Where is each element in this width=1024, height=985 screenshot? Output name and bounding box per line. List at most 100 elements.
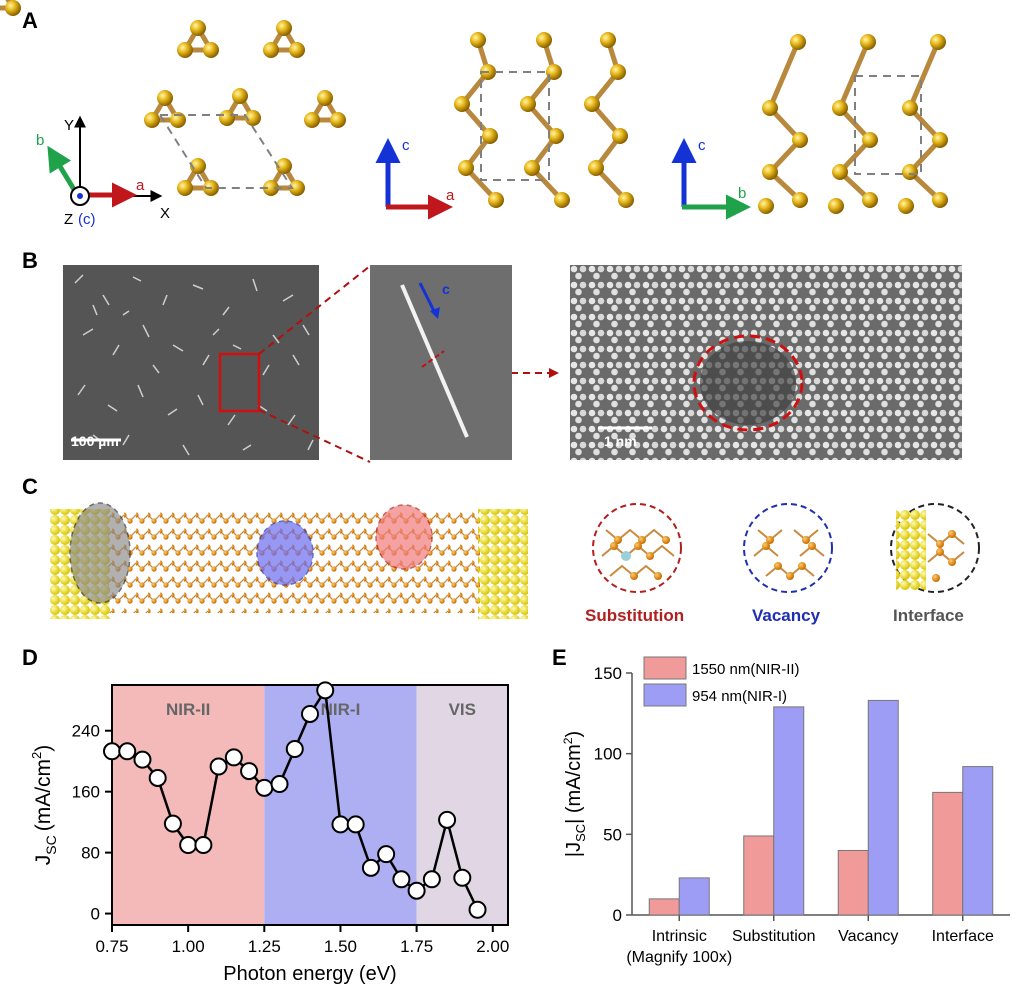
y-axis-title-sub: SC — [573, 824, 588, 842]
y-tick-label: 0 — [91, 905, 100, 924]
defect-close-ups — [592, 503, 980, 593]
data-point — [346, 815, 365, 834]
axis-c3-label: c — [698, 137, 706, 154]
y-axis-title-sub: SC — [43, 835, 59, 854]
photocurrent-spectrum-chart: NIR-II NIR-I VIS 0.75 1.00 1.25 1.50 1.75 2.00 0 8… — [29, 681, 509, 985]
interface-closeup — [890, 503, 980, 593]
data-point — [285, 740, 304, 758]
y-axis-title-main: |J — [563, 842, 585, 857]
legend-swatch — [643, 683, 687, 707]
region-band — [264, 685, 417, 925]
y-axis-title-unit: (mA/cm — [32, 759, 55, 831]
atom-chains-bc — [758, 34, 948, 214]
axis-c-label: (c) — [78, 211, 96, 228]
data-point — [240, 762, 259, 781]
data-point — [438, 810, 457, 829]
y-axis-title-close: ) — [563, 731, 585, 738]
panel-label-e: E — [552, 645, 567, 670]
legend-note: (NIR-II) — [750, 661, 799, 678]
y-axis-title-sup: 2 — [29, 752, 44, 759]
scale-bar-1nm: 1 nm — [604, 433, 637, 449]
axis-b3-label: b — [738, 185, 746, 202]
substitution-label: Substitution — [585, 606, 685, 625]
x-tick-note: (Magnify 100x) — [626, 949, 732, 966]
y-tick-label: 150 — [594, 664, 622, 683]
legend-label: 954 nm(NIR-I) — [692, 688, 787, 705]
y-tick-label: 50 — [603, 825, 622, 844]
data-point — [133, 750, 152, 769]
axis-z-label: Z — [64, 211, 73, 228]
zoom-connectors — [258, 265, 559, 463]
y-tick-label: 100 — [594, 745, 622, 764]
x-tick-label: 1.75 — [400, 937, 433, 956]
panel-label-a: A — [22, 8, 38, 33]
legend-label: 1550 nm(NIR-II) — [692, 661, 800, 678]
data-point — [179, 836, 198, 854]
x-tick-label: 2.00 — [476, 937, 509, 956]
data-point — [194, 836, 213, 854]
region-label: VIS — [449, 700, 476, 719]
y-tick-label: 240 — [72, 722, 100, 741]
panel-a-crystal-structure: Y X Z (c) a b c a — [0, 0, 1024, 228]
bar — [648, 898, 680, 916]
data-point — [377, 845, 396, 864]
data-point — [103, 742, 121, 761]
bar — [743, 835, 775, 916]
data-point — [422, 870, 441, 889]
x-tick-label: Substitution — [732, 928, 816, 945]
vacancy-closeup — [743, 503, 833, 593]
x-tick-label: Interface — [932, 928, 994, 945]
panel-label-b: B — [22, 248, 38, 273]
legend-name: 1550 nm — [692, 661, 750, 678]
x-tick-label: 0.75 — [95, 937, 128, 956]
legend-note: (NIR-I) — [742, 688, 787, 705]
data-point — [331, 815, 350, 834]
data-point — [468, 900, 487, 919]
data-point — [148, 768, 167, 787]
axis-a2-label: a — [446, 187, 455, 204]
axes-xyz: Y X Z (c) a b — [36, 115, 170, 228]
bar — [773, 706, 805, 916]
region-label: NIR-I — [321, 700, 361, 719]
tem-atomic-image: 1 nm — [570, 265, 962, 460]
y-axis-title-close: ) — [32, 745, 55, 752]
region-band — [416, 685, 508, 925]
y-tick-label: 160 — [72, 783, 100, 802]
bar — [837, 849, 869, 916]
plot-frame — [111, 684, 509, 926]
axis-a-label: a — [136, 177, 145, 194]
x-axis-title: Photon energy (eV) — [223, 963, 396, 985]
x-tick-label: 1.00 — [172, 937, 205, 956]
sem-overview-image: 100 µm — [63, 265, 319, 460]
bar — [678, 877, 710, 916]
vacancy-label: Vacancy — [752, 606, 821, 625]
x-tick-label: 1.50 — [324, 937, 357, 956]
axis-x-label: X — [160, 205, 170, 222]
defect-photocurrent-bar-chart: 0 50 100 150 Intrinsic Substitution Vacancy Int… — [561, 656, 1010, 966]
region-label: NIR-II — [166, 700, 210, 719]
data-point — [118, 742, 137, 761]
data-point — [392, 870, 411, 889]
y-axis-title: JSC (mA/cm2) — [29, 745, 59, 866]
axis-c2-label: c — [402, 137, 410, 154]
region-band — [112, 685, 265, 925]
bar — [932, 791, 964, 916]
atom-chains-ac — [454, 32, 634, 208]
axis-b-label: b — [36, 132, 44, 149]
scale-bar-100um: 100 µm — [71, 433, 119, 449]
data-point — [255, 778, 274, 797]
axes-ca: c a — [375, 137, 455, 220]
y-axis-title: |JSC| (mA/cm2) — [561, 731, 588, 857]
atom-triangle — [0, 0, 21, 16]
y-tick-label: 0 — [613, 906, 622, 925]
data-point — [209, 757, 228, 776]
sem-nanowire-image: c — [370, 265, 512, 460]
substitution-closeup — [592, 503, 682, 593]
bar — [962, 766, 994, 916]
data-point — [453, 868, 472, 887]
legend-swatch — [643, 656, 687, 680]
legend-name: 954 nm — [692, 688, 742, 705]
panel-label-c: C — [22, 474, 38, 499]
data-point — [316, 681, 335, 700]
data-point — [224, 748, 243, 767]
